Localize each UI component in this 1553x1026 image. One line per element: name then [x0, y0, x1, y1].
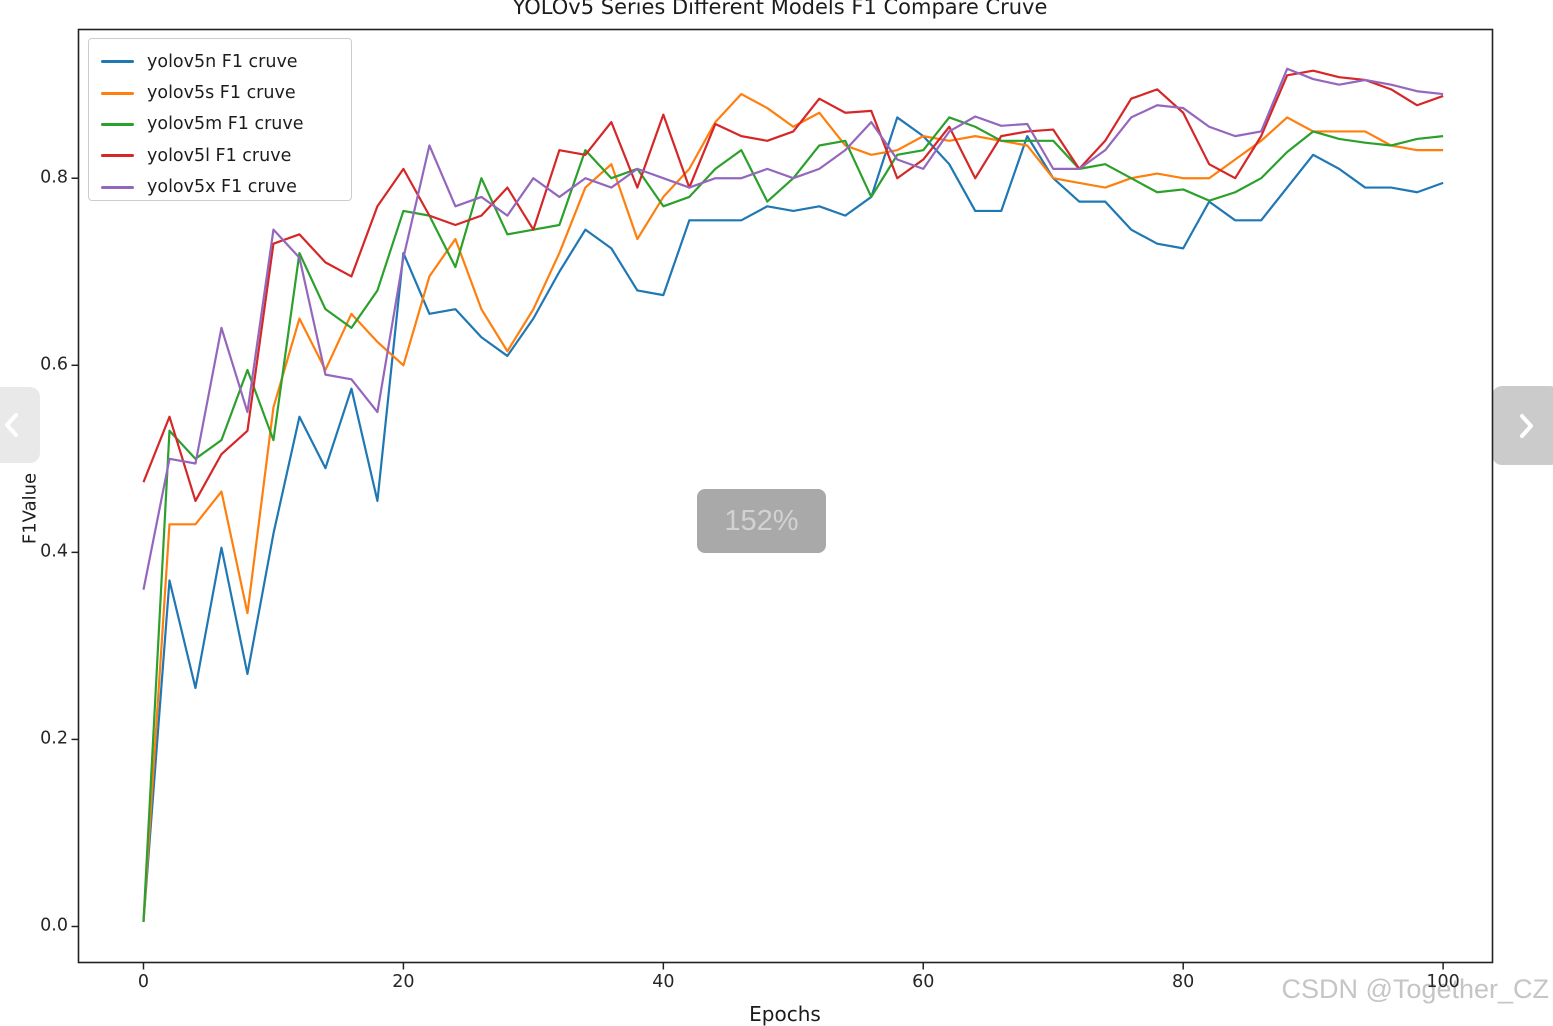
- y-tick-label: 0.4: [40, 541, 68, 562]
- y-tick-label: 0.6: [40, 354, 68, 375]
- legend-label: yolov5n F1 cruve: [147, 51, 298, 72]
- legend-label: yolov5m F1 cruve: [147, 114, 304, 135]
- legend-items: yolov5n F1 cruve yolov5s F1 cruve yolov5m …: [89, 46, 351, 203]
- chevron-right-icon: [1513, 409, 1539, 443]
- y-tick-label: 0.8: [40, 167, 68, 188]
- next-image-button[interactable]: [1492, 386, 1553, 465]
- x-tick-label: 80: [1172, 972, 1195, 992]
- legend-entry-yolov5n: yolov5n F1 cruve: [89, 46, 351, 77]
- zoom-level-text: 152%: [724, 504, 799, 537]
- legend-entry-yolov5l: yolov5l F1 cruve: [89, 140, 351, 171]
- legend-entry-yolov5s: yolov5s F1 cruve: [89, 77, 351, 108]
- legend-line-swatch: [101, 185, 134, 189]
- legend-label: yolov5l F1 cruve: [147, 145, 292, 166]
- zoom-level-badge: 152%: [697, 489, 826, 553]
- chevron-left-icon: [0, 408, 25, 442]
- legend-line-swatch: [101, 122, 134, 126]
- y-tick-label: 0.0: [40, 916, 68, 937]
- x-tick-label: 0: [137, 972, 150, 992]
- previous-image-button[interactable]: [0, 387, 40, 463]
- x-axis-label: Epochs: [749, 1002, 821, 1026]
- legend-line-swatch: [101, 60, 134, 64]
- x-tick-label: 60: [912, 972, 935, 992]
- legend-label: yolov5s F1 cruve: [147, 83, 296, 104]
- legend-entry-yolov5m: yolov5m F1 cruve: [89, 109, 351, 140]
- y-tick-label: 0.2: [40, 729, 68, 750]
- x-tick-label: 100: [1426, 972, 1460, 992]
- chart-legend: yolov5n F1 cruve yolov5s F1 cruve yolov5m …: [88, 38, 352, 201]
- chart-title: YOLOv5 Series Different Models F1 Compar…: [512, 0, 1048, 19]
- x-tick-label: 20: [392, 972, 415, 992]
- watermark: CSDN @Together_CZ: [1281, 974, 1550, 1004]
- legend-label: yolov5x F1 cruve: [147, 177, 297, 198]
- legend-line-swatch: [101, 154, 134, 158]
- legend-entry-yolov5x: yolov5x F1 cruve: [89, 172, 351, 203]
- x-tick-label: 40: [652, 972, 675, 992]
- legend-line-swatch: [101, 91, 134, 95]
